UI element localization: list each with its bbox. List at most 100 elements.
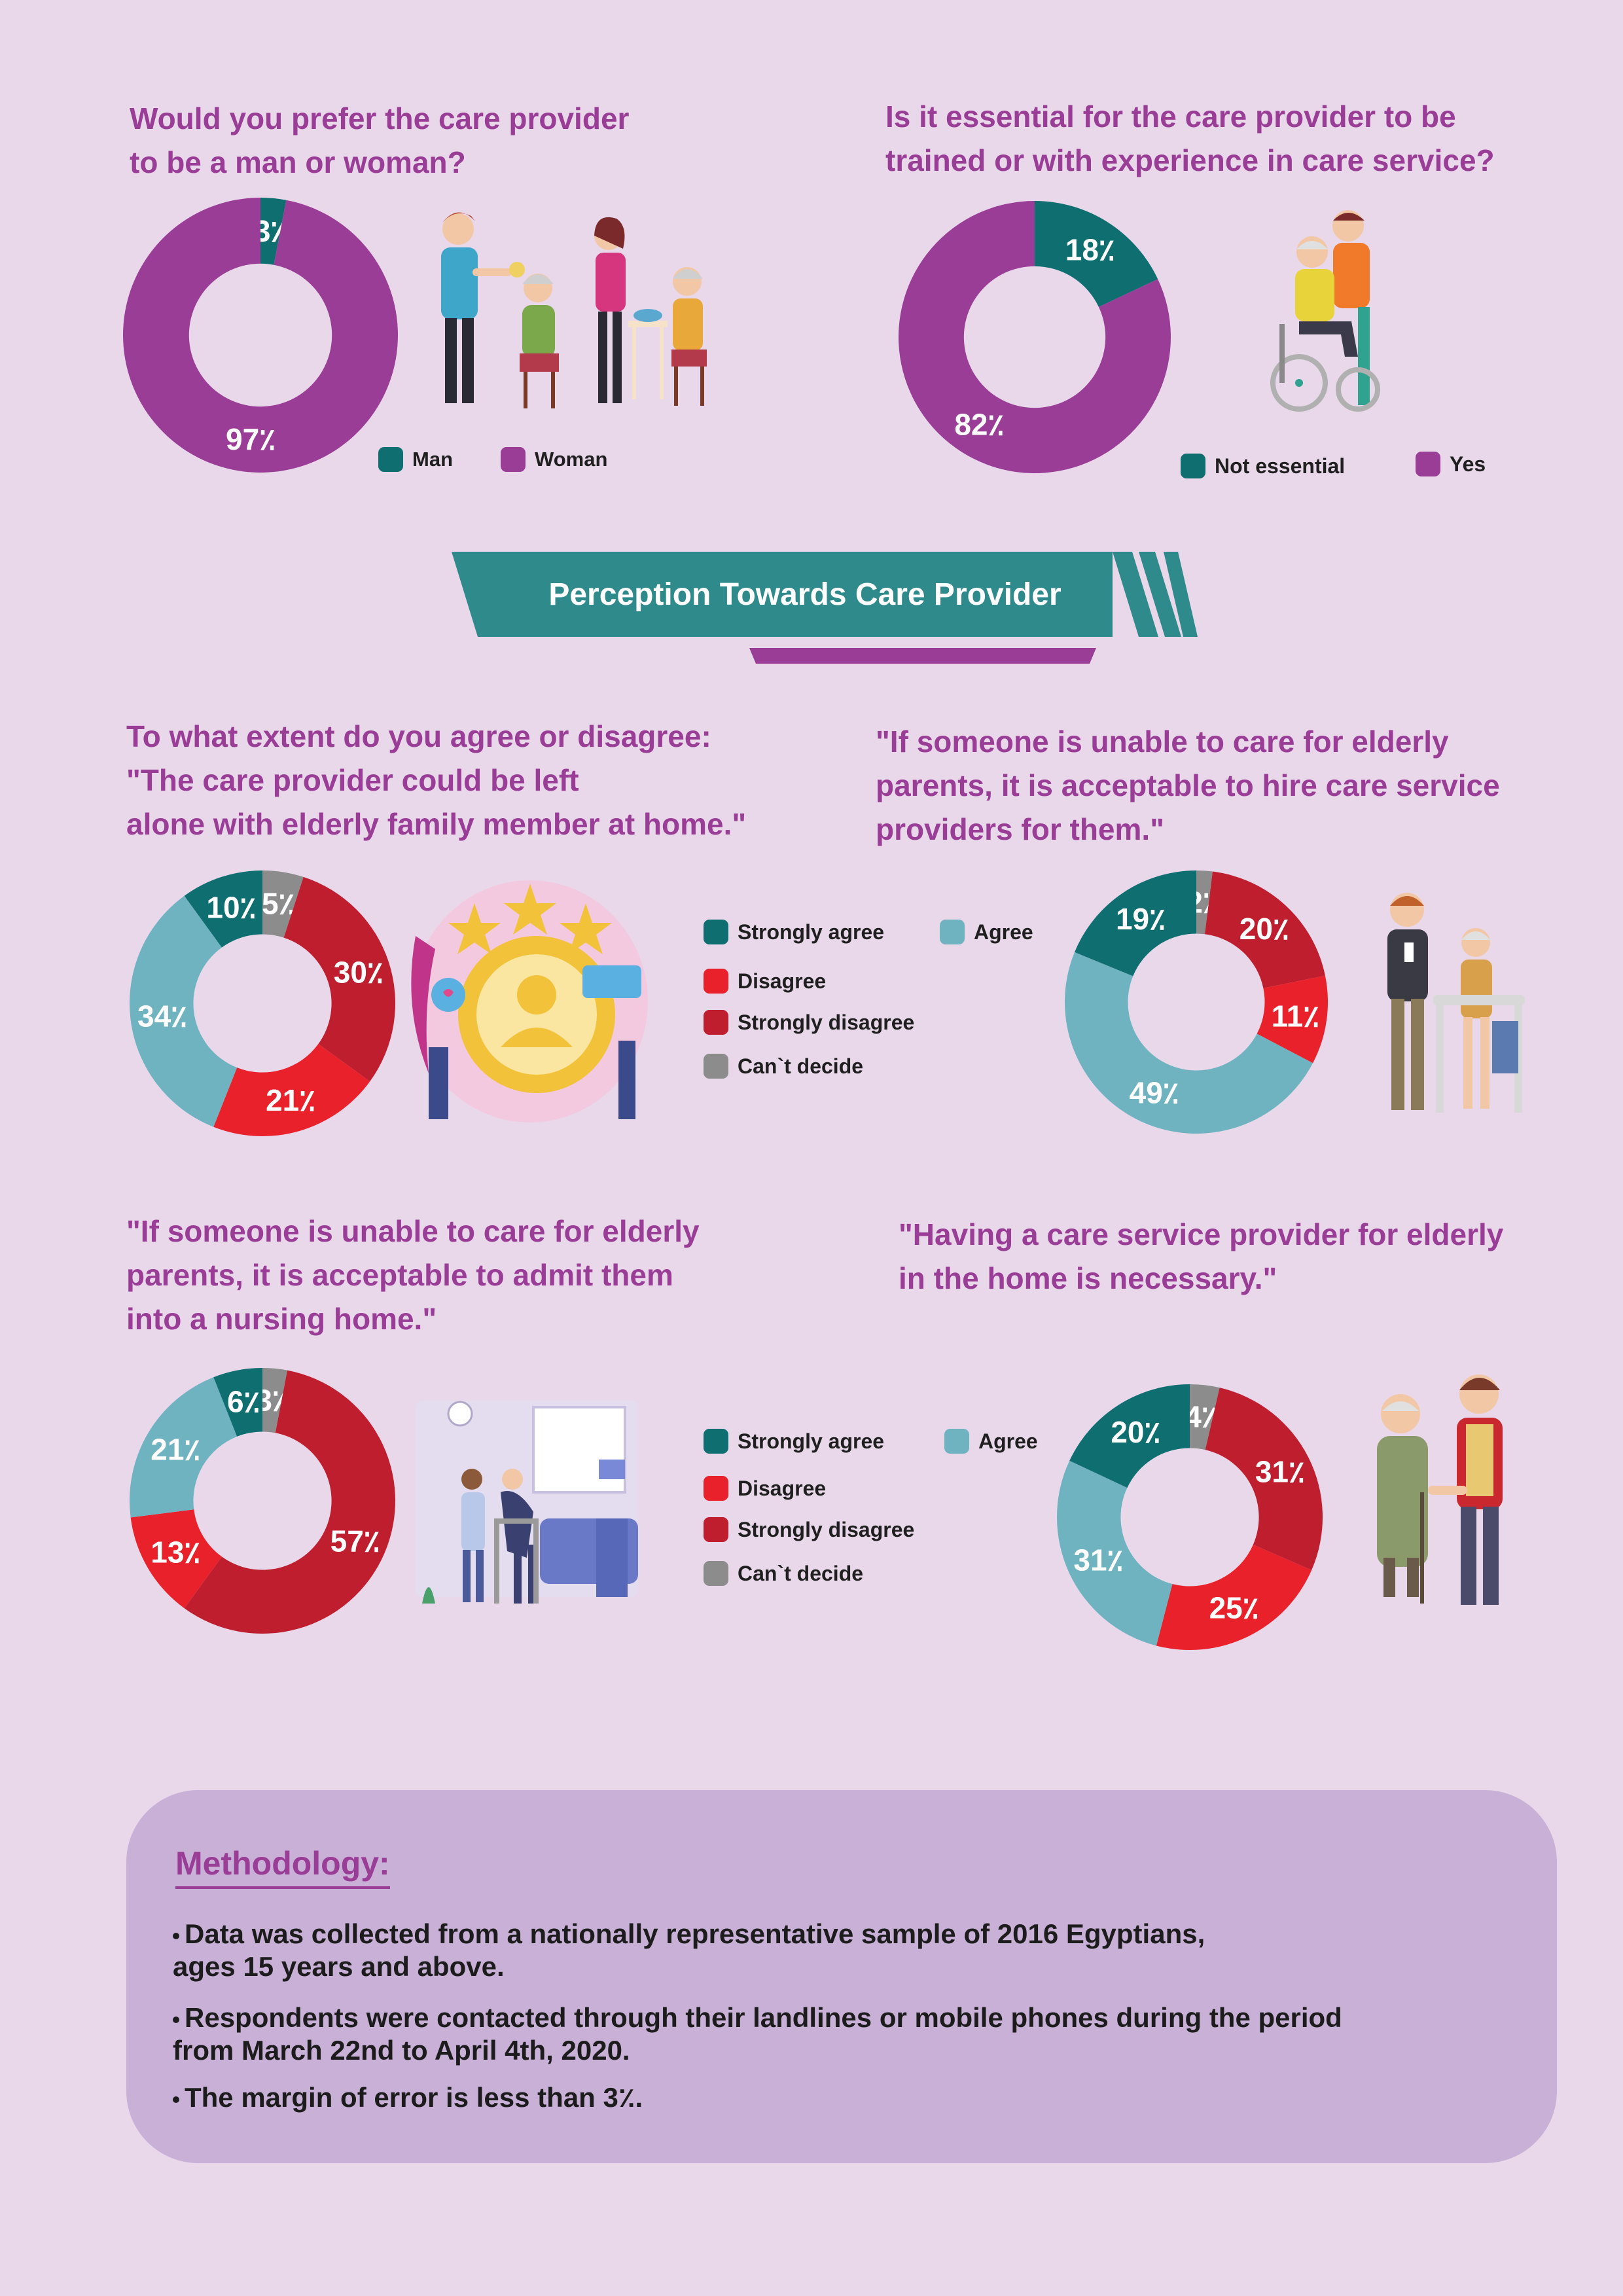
legend-item-disagree: Disagree — [704, 1476, 826, 1501]
data-label-strongly-disagree: 30٪ — [334, 955, 383, 989]
swatch-teal — [704, 1429, 728, 1454]
donut-segment-can-t-decide — [1196, 870, 1213, 935]
data-label-strongly-agree: 10٪ — [206, 890, 256, 924]
legend-item-yes: Yes — [1416, 452, 1486, 476]
question-left-alone: To what extent do you agree or disagree:… — [126, 719, 747, 841]
donut-segment-can-t-decide — [262, 870, 304, 938]
question-nursing-home: "If someone is unable to care for elderl… — [126, 1214, 700, 1336]
swatch-dark-red — [704, 1517, 728, 1542]
legend-label-woman: Woman — [535, 448, 608, 471]
question-gender: Would you prefer the care provider to be… — [130, 101, 630, 179]
methodology-bullet-text: Respondents were contacted through their… — [173, 2002, 1342, 2066]
donut-segment-strongly-disagree — [1205, 1388, 1323, 1570]
legend-item-strongly-agree: Strongly agree — [704, 920, 884, 944]
elderly-assist-illustration-icon — [1377, 1374, 1503, 1605]
banner-underline — [749, 648, 1096, 664]
donut-segment-strongly-disagree — [184, 1370, 395, 1634]
legend-label-strongly-disagree: Strongly disagree — [738, 1010, 915, 1034]
data-label-agree: 21٪ — [151, 1432, 200, 1466]
donut-segment-man — [260, 198, 287, 265]
donut-segment-disagree — [1257, 975, 1328, 1064]
legend-item-disagree: Disagree — [704, 969, 826, 994]
donut-necessary: 4٪31٪25٪31٪20٪ — [1057, 1384, 1323, 1650]
data-label-agree: 49٪ — [1130, 1076, 1179, 1110]
donut-segment-agree — [1057, 1460, 1173, 1646]
methodology-bullet: Respondents were contacted through their… — [173, 2001, 1342, 2067]
bullet-dot-icon — [173, 2096, 179, 2103]
donut-segment-disagree — [213, 1044, 370, 1136]
donut-segment-strongly-disagree — [1204, 871, 1325, 989]
data-label-disagree: 21٪ — [266, 1083, 315, 1117]
donut-segment-yes — [899, 201, 1171, 473]
methodology-panel — [126, 1790, 1557, 2163]
legend-label-agree: Agree — [974, 920, 1033, 944]
data-label-disagree: 11٪ — [1272, 999, 1319, 1033]
question-training: Is it essential for the care provider to… — [885, 99, 1495, 177]
methodology-bullet-text: Data was collected from a nationally rep… — [173, 1918, 1205, 1982]
swatch-light-teal — [940, 920, 965, 944]
legend-item-strongly-disagree: Strongly disagree — [704, 1517, 914, 1542]
legend-label-disagree: Disagree — [738, 1476, 827, 1500]
legend-label-strongly-agree: Strongly agree — [738, 1429, 885, 1453]
methodology-bullet: Data was collected from a nationally rep… — [173, 1918, 1205, 1983]
donut-segment-not-essential — [1035, 201, 1158, 307]
swatch-dark-red — [704, 1010, 728, 1035]
swatch-teal — [704, 920, 728, 944]
donut-segment-woman — [122, 198, 398, 473]
legend-item-strongly-agree: Strongly agree — [704, 1429, 884, 1454]
donut-segment-strongly-disagree — [283, 876, 395, 1082]
swatch-purple — [501, 447, 526, 472]
data-label-strongly-agree: 20٪ — [1111, 1415, 1160, 1449]
data-label-not-essential: 18٪ — [1065, 233, 1115, 267]
data-label-strongly-agree: 19٪ — [1116, 902, 1166, 936]
legend-item-agree: Agree — [940, 920, 1033, 944]
caregiver-walker-illustration-icon — [1387, 893, 1525, 1113]
data-label-disagree: 13٪ — [151, 1535, 200, 1570]
legend-item-strongly-disagree: Strongly disagree — [704, 1010, 914, 1035]
methodology-bullet: The margin of error is less than 3٪. — [173, 2081, 643, 2114]
data-label-can-t-decide: 5٪ — [262, 887, 294, 921]
legend-label-man: Man — [412, 448, 453, 471]
legend-item-agree: Agree — [944, 1429, 1038, 1454]
section-title: Perception Towards Care Provider — [548, 577, 1061, 612]
donut-segment-strongly-agree — [1069, 1384, 1190, 1488]
donut-segment-agree — [130, 1377, 238, 1518]
legend-label-strongly-agree: Strongly agree — [738, 920, 885, 944]
legend-item-cant-decide: Can`t decide — [704, 1054, 863, 1079]
donut-training: 18٪ 82٪ — [899, 201, 1171, 473]
data-label-strongly-disagree: 57٪ — [330, 1524, 380, 1558]
nursing-home-illustration-icon — [416, 1401, 638, 1604]
legend-label-agree: Agree — [978, 1429, 1038, 1453]
donut-left-alone: 5٪ 30٪ 21٪ 34٪ 10٪ — [130, 870, 395, 1136]
donut-nursing-home: 3٪57٪13٪21٪6٪ — [130, 1368, 395, 1634]
wheelchair-illustration-icon — [1270, 210, 1380, 412]
swatch-light-teal — [944, 1429, 969, 1454]
question-necessary: "Having a care service provider for elde… — [899, 1217, 1504, 1295]
question-hire-care: "If someone is unable to care for elderl… — [876, 725, 1500, 846]
donut-hire-care: 2٪20٪11٪49٪19٪ — [1065, 870, 1328, 1134]
legend-item-not-essential: Not essential — [1181, 454, 1345, 478]
legend-label-not-essential: Not essential — [1215, 454, 1346, 478]
legend-label-disagree: Disagree — [738, 969, 827, 993]
swatch-red — [704, 1476, 728, 1501]
methodology-title: Methodology: — [175, 1844, 390, 1889]
methodology-bullet-text: The margin of error is less than 3٪. — [185, 2082, 643, 2113]
donut-segment-can-t-decide — [1190, 1384, 1220, 1450]
swatch-gray — [704, 1561, 728, 1586]
legend-item-woman: Woman — [501, 447, 607, 472]
donut-segment-disagree — [1156, 1545, 1312, 1650]
rating-stars-illustration-icon — [411, 880, 648, 1122]
donut-segment-strongly-agree — [213, 1368, 262, 1437]
data-label-woman: 97٪ — [226, 422, 276, 456]
bullet-dot-icon — [173, 1932, 179, 1939]
donut-segment-strongly-agree — [184, 870, 262, 948]
donut-segment-agree — [1065, 952, 1313, 1134]
bullet-dot-icon — [173, 2016, 179, 2023]
swatch-teal — [378, 447, 403, 472]
donut-segment-agree — [130, 895, 238, 1127]
data-label-strongly-disagree: 20٪ — [1240, 912, 1289, 946]
legend-label-strongly-disagree: Strongly disagree — [738, 1517, 915, 1541]
data-label-yes: 82٪ — [954, 407, 1004, 441]
data-label-agree: 31٪ — [1073, 1543, 1123, 1577]
legend-label-cant-decide: Can`t decide — [738, 1054, 864, 1078]
